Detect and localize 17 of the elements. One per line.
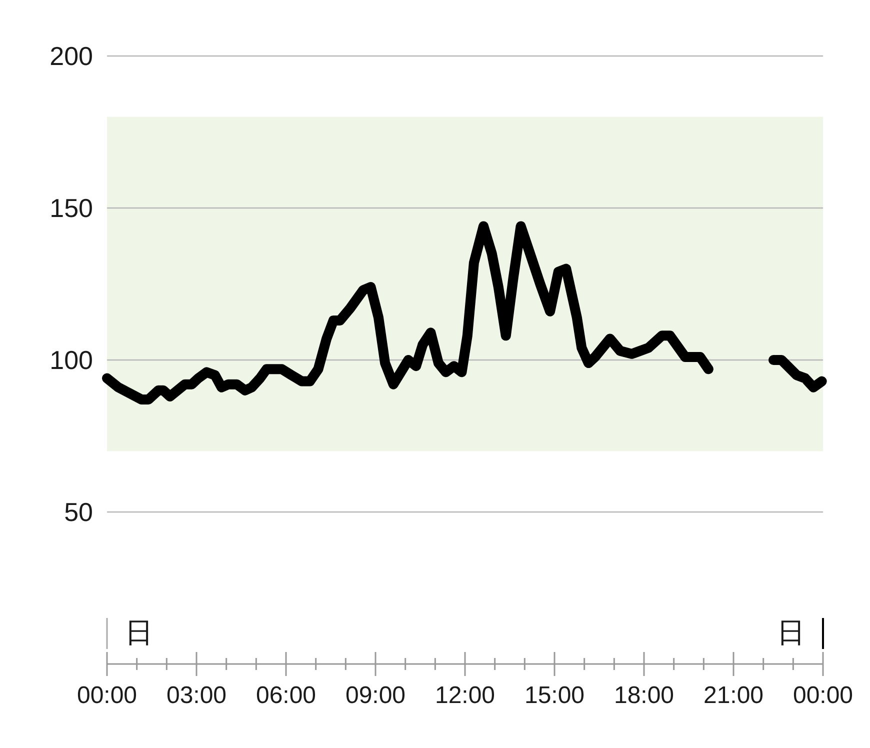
x-tick-label: 06:00: [256, 682, 316, 709]
x-tick-label: 03:00: [166, 682, 227, 709]
x-tick-label: 09:00: [345, 682, 406, 709]
x-tick-label: 15:00: [524, 682, 585, 709]
x-tick-label: 21:00: [703, 682, 764, 709]
y-tick-label: 200: [50, 41, 93, 71]
y-tick-label: 150: [50, 193, 93, 223]
x-tick-label: 00:00: [792, 682, 854, 709]
annotation: 日: [125, 617, 153, 648]
x-tick-label: 18:00: [614, 682, 674, 709]
x-tick-label: 00:00: [76, 682, 138, 709]
y-tick-label: 100: [50, 345, 93, 375]
x-tick-label: 12:00: [434, 682, 496, 709]
annotation: 日: [106, 617, 153, 649]
y-tick-label: 50: [64, 497, 93, 527]
annotation: 日: [777, 617, 805, 648]
annotation: 日: [777, 617, 824, 649]
